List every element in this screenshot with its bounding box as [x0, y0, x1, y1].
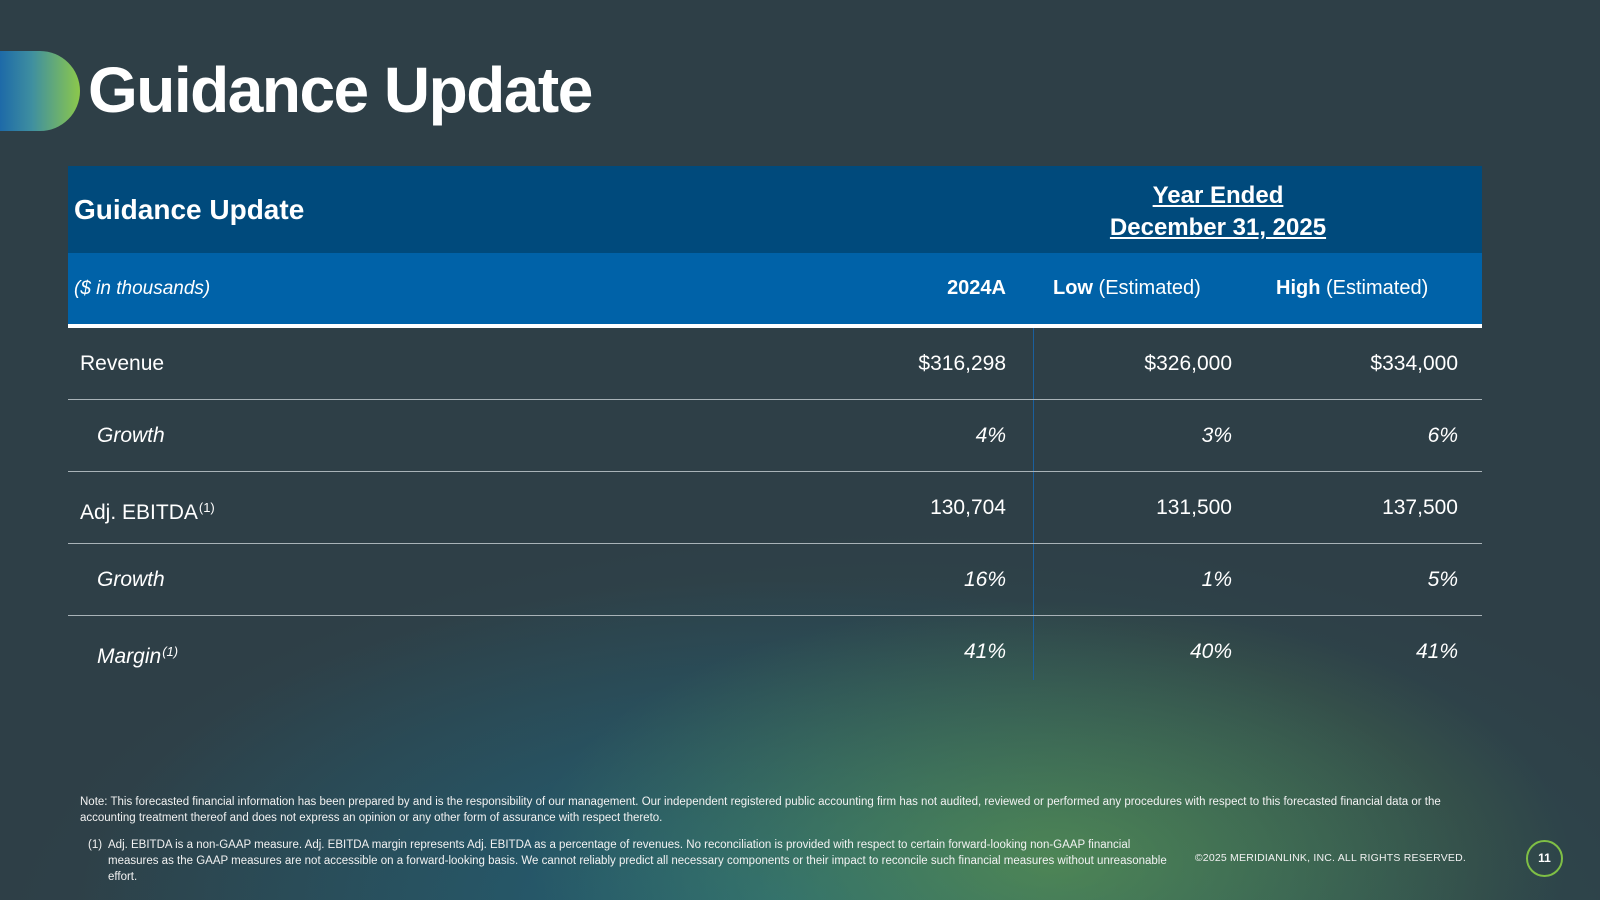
cell-high: $334,000: [1370, 352, 1458, 375]
row-label: Margin(1): [97, 616, 178, 692]
row-label: Growth: [97, 424, 165, 447]
footnote-text: Adj. EBITDA is a non-GAAP measure. Adj. …: [108, 839, 1167, 883]
copyright-text: ©2025 MERIDIANLINK, INC. ALL RIGHTS RESE…: [1194, 852, 1466, 864]
cell-2024a: 130,704: [930, 496, 1006, 519]
column-header-high-bold: High: [1276, 277, 1321, 299]
table-row-ebitda-growth: Growth 16% 1% 5%: [68, 544, 1482, 616]
period-line-2: December 31, 2025: [1109, 214, 1327, 241]
period-line-1: Year Ended: [1152, 182, 1284, 209]
column-header-low-rest: (Estimated): [1093, 277, 1201, 299]
row-label: Adj. EBITDA(1): [80, 472, 215, 548]
title-accent-shape: [0, 51, 80, 131]
footnote-marker: (1): [88, 839, 103, 851]
column-header-low-bold: Low: [1053, 277, 1093, 299]
row-label-text: Adj. EBITDA: [80, 501, 198, 524]
cell-high: 41%: [1415, 640, 1458, 663]
column-header-low: Low (Estimated): [1053, 253, 1201, 324]
cell-2024a: 4%: [975, 424, 1006, 447]
guidance-table: Guidance Update Year Ended December 31, …: [68, 166, 1482, 687]
table-header-band: Guidance Update Year Ended December 31, …: [68, 166, 1482, 253]
cell-2024a: 16%: [963, 568, 1006, 591]
cell-low: 3%: [1201, 424, 1232, 447]
table-row-margin: Margin(1) 41% 40% 41%: [68, 616, 1482, 687]
units-label: ($ in thousands): [74, 278, 211, 299]
row-label: Revenue: [80, 352, 165, 375]
cell-low: 40%: [1189, 640, 1232, 663]
cell-high: 6%: [1427, 424, 1458, 447]
table-row-revenue: Revenue $316,298 $326,000 $334,000: [68, 328, 1482, 400]
column-header-band: ($ in thousands) 2024A Low (Estimated) H…: [68, 253, 1482, 328]
cell-high: 137,500: [1382, 496, 1458, 519]
cell-low: $326,000: [1144, 352, 1232, 375]
cell-2024a: $316,298: [918, 352, 1006, 375]
column-header-high-rest: (Estimated): [1320, 277, 1429, 299]
disclaimer-note: Note: This forecasted financial informat…: [80, 796, 1441, 824]
column-header-high: High (Estimated): [1276, 253, 1428, 324]
cell-2024a: 41%: [963, 640, 1006, 663]
footnote-ref: (1): [162, 644, 179, 659]
cell-high: 5%: [1427, 568, 1458, 591]
period-heading: Year Ended December 31, 2025: [1108, 180, 1328, 244]
column-divider: [1033, 328, 1034, 680]
row-label: Growth: [97, 568, 165, 591]
table-body: Revenue $316,298 $326,000 $334,000 Growt…: [68, 328, 1482, 687]
cell-low: 1%: [1201, 568, 1232, 591]
cell-low: 131,500: [1156, 496, 1232, 519]
page-number-badge: 11: [1526, 840, 1563, 877]
footnote-ref: (1): [198, 500, 215, 515]
column-header-2024a: 2024A: [947, 277, 1006, 299]
table-row-revenue-growth: Growth 4% 3% 6%: [68, 400, 1482, 472]
table-row-adj-ebitda: Adj. EBITDA(1) 130,704 131,500 137,500: [68, 472, 1482, 544]
row-label-text: Margin: [97, 645, 162, 668]
slide-title: Guidance Update: [88, 54, 593, 126]
footnote: (1) Adj. EBITDA is a non-GAAP measure. A…: [88, 837, 1168, 885]
table-header-title: Guidance Update: [74, 194, 305, 225]
